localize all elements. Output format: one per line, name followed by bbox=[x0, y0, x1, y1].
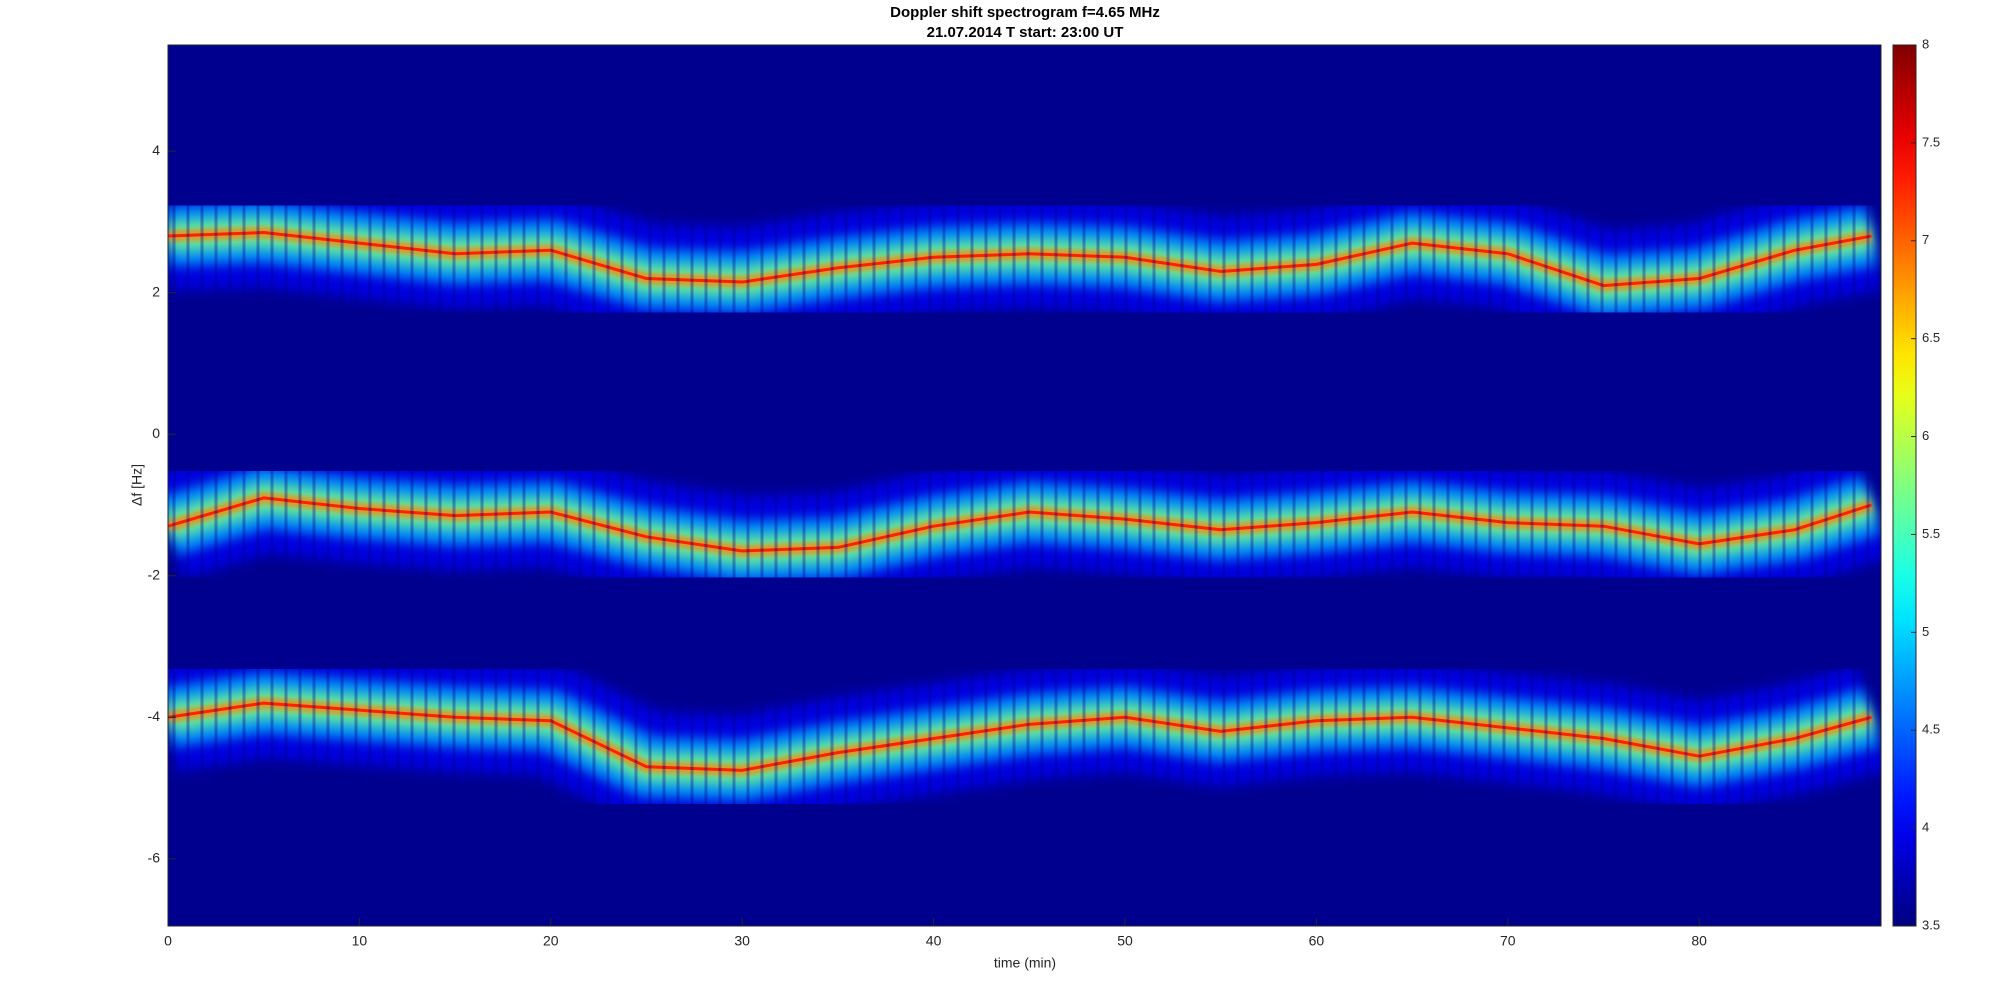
y-axis-label: Δf [Hz] bbox=[129, 464, 145, 506]
colorbar-tick-label: 8 bbox=[1922, 36, 1929, 51]
x-tick-label: 50 bbox=[1117, 933, 1133, 949]
y-tick-label: 0 bbox=[152, 425, 160, 441]
axes: 0 10 20 30 40 50 60 70 80 -6 -4 -2 0 2 4 3.5 4 4.5 5 5.5 6 6.… bbox=[148, 36, 1941, 948]
x-tick-label: 0 bbox=[164, 933, 172, 949]
colorbar-tick-label: 6 bbox=[1922, 428, 1929, 443]
y-tick-label: 4 bbox=[152, 142, 160, 158]
colorbar-tick-label: 4.5 bbox=[1922, 722, 1940, 737]
doppler-trace bbox=[168, 496, 1872, 553]
plot-area bbox=[168, 45, 1881, 926]
colorbar-tick-label: 5 bbox=[1922, 624, 1929, 639]
colorbar-tick-label: 4 bbox=[1922, 820, 1929, 835]
doppler-trace bbox=[168, 701, 1872, 772]
colorbar bbox=[1892, 44, 1917, 927]
x-tick-label: 60 bbox=[1309, 933, 1325, 949]
x-tick-label: 20 bbox=[543, 933, 559, 949]
x-tick-label: 30 bbox=[734, 933, 750, 949]
x-tick-label: 10 bbox=[352, 933, 368, 949]
plot-frame bbox=[167, 44, 1882, 927]
colorbar-tick-label: 7 bbox=[1922, 232, 1929, 247]
x-tick-label: 40 bbox=[926, 933, 942, 949]
x-tick-label: 70 bbox=[1500, 933, 1516, 949]
doppler-trace bbox=[168, 231, 1872, 288]
y-tick-label: 2 bbox=[152, 283, 160, 299]
chart-subtitle: 21.07.2014 T start: 23:00 UT bbox=[927, 24, 1124, 41]
x-tick-label: 80 bbox=[1691, 933, 1707, 949]
y-tick-label: -4 bbox=[148, 708, 161, 724]
colorbar-tick-label: 3.5 bbox=[1922, 917, 1940, 932]
y-tick-label: -2 bbox=[148, 566, 161, 582]
colorbar-tick-label: 5.5 bbox=[1922, 526, 1940, 541]
chart-title: Doppler shift spectrogram f=4.65 MHz bbox=[890, 4, 1160, 21]
y-tick-label: -6 bbox=[148, 849, 161, 865]
x-axis-label: time (min) bbox=[994, 955, 1056, 971]
colorbar-tick-label: 6.5 bbox=[1922, 330, 1940, 345]
colorbar-tick-label: 7.5 bbox=[1922, 134, 1940, 149]
